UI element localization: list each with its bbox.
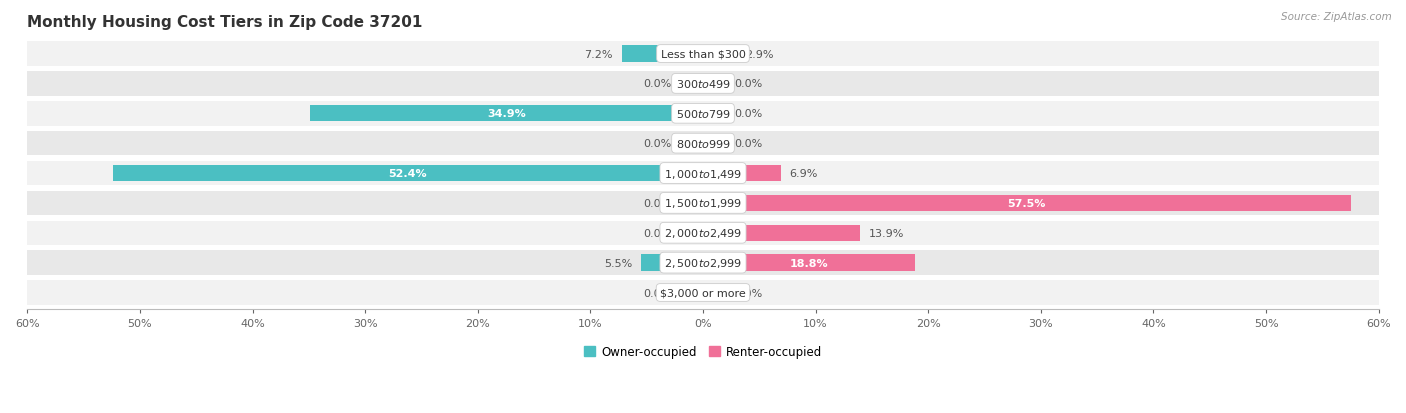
Text: 5.5%: 5.5% bbox=[603, 258, 633, 268]
Bar bbox=[27, 280, 1379, 305]
Bar bbox=[641, 255, 703, 271]
Text: 13.9%: 13.9% bbox=[869, 228, 904, 238]
Bar bbox=[681, 195, 703, 211]
Bar bbox=[27, 191, 1379, 216]
Text: Monthly Housing Cost Tiers in Zip Code 37201: Monthly Housing Cost Tiers in Zip Code 3… bbox=[27, 15, 423, 30]
Bar bbox=[703, 46, 735, 63]
Bar bbox=[681, 76, 703, 93]
Bar bbox=[703, 225, 859, 241]
Text: $500 to $799: $500 to $799 bbox=[675, 108, 731, 120]
Text: $1,000 to $1,499: $1,000 to $1,499 bbox=[664, 167, 742, 180]
Bar bbox=[27, 221, 1379, 245]
Bar bbox=[703, 195, 1351, 211]
Bar bbox=[27, 251, 1379, 275]
Bar bbox=[27, 132, 1379, 156]
Bar bbox=[681, 135, 703, 152]
Text: 18.8%: 18.8% bbox=[790, 258, 828, 268]
Text: Less than $300: Less than $300 bbox=[661, 50, 745, 59]
Bar bbox=[309, 106, 703, 122]
Bar bbox=[27, 72, 1379, 96]
Bar bbox=[703, 76, 725, 93]
Text: 2.9%: 2.9% bbox=[745, 50, 773, 59]
Bar bbox=[703, 165, 780, 182]
Text: 0.0%: 0.0% bbox=[643, 198, 672, 209]
Text: 6.9%: 6.9% bbox=[790, 169, 818, 178]
Text: $3,000 or more: $3,000 or more bbox=[661, 288, 745, 298]
Bar bbox=[621, 46, 703, 63]
Text: 0.0%: 0.0% bbox=[643, 79, 672, 89]
Text: 7.2%: 7.2% bbox=[585, 50, 613, 59]
Text: 0.0%: 0.0% bbox=[643, 139, 672, 149]
Legend: Owner-occupied, Renter-occupied: Owner-occupied, Renter-occupied bbox=[579, 341, 827, 363]
Bar bbox=[681, 225, 703, 241]
Bar bbox=[703, 285, 725, 301]
Text: $300 to $499: $300 to $499 bbox=[675, 78, 731, 90]
Text: 57.5%: 57.5% bbox=[1008, 198, 1046, 209]
Bar bbox=[703, 135, 725, 152]
Bar bbox=[112, 165, 703, 182]
Text: 0.0%: 0.0% bbox=[643, 228, 672, 238]
Bar bbox=[27, 161, 1379, 186]
Text: $2,500 to $2,999: $2,500 to $2,999 bbox=[664, 256, 742, 269]
Bar bbox=[703, 106, 725, 122]
Text: Source: ZipAtlas.com: Source: ZipAtlas.com bbox=[1281, 12, 1392, 22]
Text: 0.0%: 0.0% bbox=[643, 288, 672, 298]
Text: 0.0%: 0.0% bbox=[734, 288, 763, 298]
Text: $1,500 to $1,999: $1,500 to $1,999 bbox=[664, 197, 742, 210]
Text: 0.0%: 0.0% bbox=[734, 109, 763, 119]
Bar bbox=[703, 255, 915, 271]
Text: 52.4%: 52.4% bbox=[388, 169, 427, 178]
Bar bbox=[27, 42, 1379, 66]
Text: 34.9%: 34.9% bbox=[486, 109, 526, 119]
Bar bbox=[27, 102, 1379, 126]
Text: 0.0%: 0.0% bbox=[734, 79, 763, 89]
Text: $2,000 to $2,499: $2,000 to $2,499 bbox=[664, 227, 742, 240]
Text: 0.0%: 0.0% bbox=[734, 139, 763, 149]
Text: $800 to $999: $800 to $999 bbox=[675, 138, 731, 150]
Bar bbox=[681, 285, 703, 301]
